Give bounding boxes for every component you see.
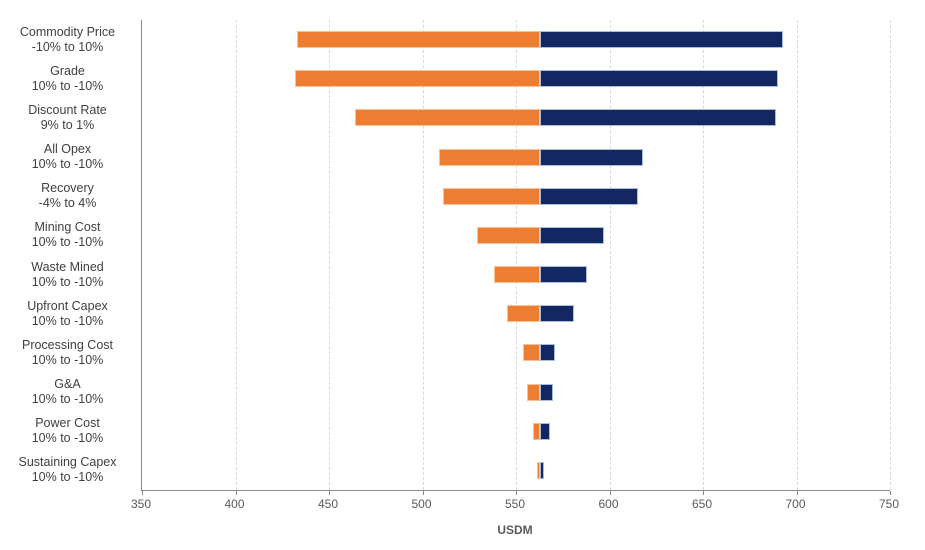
category-label: All Opex 10% to -10% — [0, 142, 135, 172]
axis-tick — [703, 491, 704, 495]
category-label: Waste Mined 10% to -10% — [0, 260, 135, 290]
category-label: Processing Cost 10% to -10% — [0, 338, 135, 368]
bar-high-segment — [540, 187, 638, 205]
category-name: Upfront Capex — [27, 298, 108, 313]
x-tick-label: 700 — [785, 497, 806, 511]
category-name: Power Cost — [35, 416, 100, 431]
category-label: Recovery -4% to 4% — [0, 181, 135, 211]
category-label: Discount Rate 9% to 1% — [0, 103, 135, 133]
bar-high-segment — [540, 422, 550, 440]
x-tick-label: 750 — [878, 497, 900, 511]
category-label: Sustaining Capex 10% to -10% — [0, 455, 135, 485]
category-range: 10% to -10% — [31, 157, 104, 172]
category-name: G&A — [54, 377, 81, 392]
category-name: Mining Cost — [34, 220, 101, 235]
category-name: All Opex — [43, 142, 92, 157]
category-label: Mining Cost 10% to -10% — [0, 220, 135, 250]
bar-high-segment — [540, 226, 604, 244]
bar-high-segment — [540, 383, 554, 401]
category-range: -4% to 4% — [38, 196, 97, 211]
bar-low-segment — [295, 70, 541, 88]
bar-low-segment — [439, 148, 541, 166]
gridline — [890, 20, 891, 490]
bar-high-segment — [540, 461, 545, 479]
gridline — [516, 20, 517, 490]
bar-high-segment — [540, 305, 574, 323]
category-range: 10% to -10% — [31, 78, 104, 93]
x-tick-label: 650 — [691, 497, 713, 511]
category-name: Commodity Price — [19, 24, 116, 39]
category-labels: Commodity Price -10% to 10% Grade 10% to -1… — [0, 20, 135, 490]
x-axis-title: USDM — [497, 523, 533, 537]
category-label: Grade 10% to -10% — [0, 64, 135, 94]
category-range: 10% to -10% — [31, 392, 104, 407]
category-name: Recovery — [41, 181, 94, 196]
bar-low-segment — [532, 422, 541, 440]
category-range: -10% to 10% — [31, 39, 104, 54]
gridline — [703, 20, 704, 490]
bar-high-segment — [540, 266, 588, 284]
category-name: Grade — [50, 63, 85, 78]
x-tick-label: 500 — [411, 497, 432, 511]
gridline — [329, 20, 330, 490]
x-tick-label: 400 — [224, 497, 245, 511]
bar-high-segment — [540, 148, 644, 166]
category-range: 9% to 1% — [40, 117, 95, 132]
category-label: G&A 10% to -10% — [0, 377, 135, 407]
category-range: 10% to -10% — [31, 274, 104, 289]
axis-tick — [516, 491, 517, 495]
category-range: 10% to -10% — [31, 470, 104, 485]
category-label: Power Cost 10% to -10% — [0, 416, 135, 446]
x-tick-label: 350 — [130, 497, 152, 511]
x-tick-label: 600 — [598, 497, 619, 511]
bar-low-segment — [506, 305, 541, 323]
category-label: Commodity Price -10% to 10% — [0, 25, 135, 55]
gridline — [422, 20, 424, 490]
gridline — [235, 20, 237, 490]
axis-tick — [142, 491, 143, 495]
x-tick-label: 450 — [317, 497, 339, 511]
axis-tick — [796, 491, 798, 495]
bar-low-segment — [443, 187, 541, 205]
gridline — [609, 20, 611, 490]
axis-tick — [422, 491, 424, 495]
bar-low-segment — [476, 226, 541, 244]
category-range: 10% to -10% — [31, 235, 104, 250]
axis-tick — [609, 491, 611, 495]
bar-low-segment — [355, 109, 541, 127]
bar-low-segment — [297, 31, 541, 49]
bar-high-segment — [540, 109, 776, 127]
bar-high-segment — [540, 31, 784, 49]
gridline — [796, 20, 798, 490]
category-range: 10% to -10% — [31, 431, 104, 446]
axis-tick — [235, 491, 237, 495]
bar-low-segment — [523, 344, 541, 362]
bar-low-segment — [493, 266, 541, 284]
category-label: Upfront Capex 10% to -10% — [0, 299, 135, 329]
category-name: Discount Rate — [28, 102, 107, 117]
category-range: 10% to -10% — [31, 313, 104, 328]
category-name: Sustaining Capex — [18, 455, 117, 470]
bar-high-segment — [540, 344, 556, 362]
category-name: Processing Cost — [21, 337, 113, 352]
plot-area — [141, 20, 891, 495]
bar-low-segment — [527, 383, 541, 401]
axis-tick — [329, 491, 330, 495]
category-name: Waste Mined — [31, 259, 104, 274]
bar-high-segment — [540, 70, 778, 88]
axis-tick — [890, 491, 891, 495]
bar-low-segment — [536, 461, 541, 479]
category-range: 10% to -10% — [31, 352, 104, 367]
x-tick-label: 550 — [504, 497, 526, 511]
